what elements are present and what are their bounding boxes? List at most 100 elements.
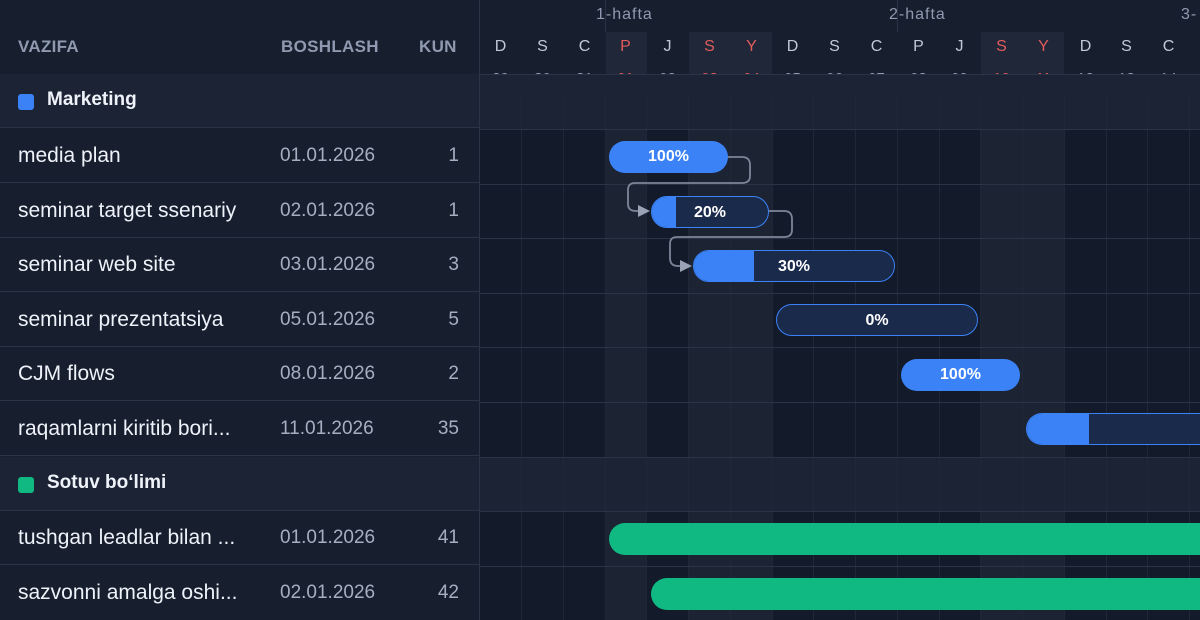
day-letter: S — [996, 38, 1007, 55]
bar-progress-label: 0% — [865, 312, 889, 329]
header-start[interactable]: BOSHLASH — [281, 37, 379, 56]
task-start: 11.01.2026 — [280, 418, 374, 439]
week-separator — [605, 0, 606, 32]
grid-vline — [980, 96, 981, 620]
task-days: 42 — [437, 582, 459, 603]
day-letter: P — [913, 38, 924, 55]
grid-hline — [480, 74, 1200, 75]
group-band — [480, 74, 1200, 129]
day-letter: D — [494, 38, 507, 55]
table-row[interactable]: media plan 01.01.2026 1 — [0, 129, 479, 183]
task-name: raqamlarni kiritib bori... — [18, 417, 231, 440]
group-name: Marketing — [47, 89, 137, 110]
grid-vline — [730, 96, 731, 620]
task-start: 03.01.2026 — [280, 254, 376, 275]
table-row[interactable]: sazvonni amalga oshi... 02.01.2026 42 — [0, 566, 479, 620]
task-start: 05.01.2026 — [280, 309, 376, 330]
group-color-square — [18, 94, 34, 110]
group-row-marketing[interactable]: Marketing — [0, 74, 479, 128]
task-bar[interactable]: 0% — [776, 304, 978, 336]
task-days: 1 — [448, 200, 459, 221]
grid-vline — [1064, 96, 1065, 620]
week-label: 2-hafta — [889, 6, 946, 23]
grid-hline — [480, 566, 1200, 567]
task-days: 35 — [437, 418, 459, 439]
task-name: sazvonni amalga oshi... — [18, 581, 238, 604]
grid-vline — [855, 96, 856, 620]
table-row[interactable]: raqamlarni kiritib bori... 11.01.2026 35 — [0, 402, 479, 456]
bar-progress-label: 100% — [648, 148, 689, 165]
grid-hline — [480, 238, 1200, 239]
table-row[interactable]: CJM flows 08.01.2026 2 — [0, 347, 479, 401]
table-row[interactable]: seminar target ssenariy 02.01.2026 1 — [0, 184, 479, 238]
task-days: 5 — [448, 309, 459, 330]
week-label: 3- — [1181, 6, 1198, 23]
task-name: media plan — [18, 144, 121, 167]
bar-progress-label: 30% — [777, 258, 811, 275]
day-letter: S — [829, 38, 840, 55]
task-days: 2 — [448, 363, 459, 384]
group-band — [480, 457, 1200, 511]
grid-vline — [1022, 96, 1023, 620]
group-name: Sotuv bo‘limi — [47, 472, 167, 493]
table-header: VAZIFA BOSHLASH KUN — [0, 0, 479, 75]
task-days: 3 — [448, 254, 459, 275]
table-row[interactable]: seminar prezentatsiya 05.01.2026 5 — [0, 293, 479, 347]
task-bar[interactable]: 30% — [693, 250, 895, 282]
grid-vline — [1147, 96, 1148, 620]
grid-hline — [480, 293, 1200, 294]
grid-hline — [480, 511, 1200, 512]
grid-hline — [480, 184, 1200, 185]
header-task[interactable]: VAZIFA — [18, 37, 79, 56]
day-letter: Y — [1038, 38, 1049, 55]
task-name: seminar web site — [18, 253, 176, 276]
grid-vline — [521, 96, 522, 620]
task-start: 08.01.2026 — [280, 363, 376, 384]
day-letter: C — [1162, 38, 1175, 55]
group-row-sotuv[interactable]: Sotuv bo‘limi — [0, 457, 479, 511]
day-letter: C — [870, 38, 883, 55]
grid-vline — [939, 96, 940, 620]
grid-hline — [480, 347, 1200, 348]
task-bar[interactable]: 100% — [901, 359, 1020, 391]
table-row[interactable]: tushgan leadlar bilan ... 01.01.2026 41 — [0, 511, 479, 565]
day-letter: S — [1121, 38, 1132, 55]
task-name: tushgan leadlar bilan ... — [18, 526, 236, 549]
task-bar[interactable] — [609, 523, 1200, 555]
grid-hline — [480, 129, 1200, 130]
grid-vline — [813, 96, 814, 620]
task-start: 01.01.2026 — [280, 145, 376, 166]
task-days: 1 — [448, 145, 459, 166]
day-letter: D — [1079, 38, 1092, 55]
progress-fill — [1027, 414, 1089, 444]
week-label: 1-hafta — [596, 6, 653, 23]
grid-vline — [897, 96, 898, 620]
table-row[interactable]: seminar web site 03.01.2026 3 — [0, 238, 479, 292]
task-bar[interactable] — [651, 578, 1200, 610]
task-name: seminar target ssenariy — [18, 199, 237, 222]
header-days[interactable]: KUN — [419, 37, 457, 56]
grid-vline — [563, 96, 564, 620]
day-letter: P — [620, 38, 631, 55]
grid-hline — [480, 457, 1200, 458]
bar-progress-label: 20% — [693, 204, 727, 221]
task-bar[interactable]: 20% — [651, 196, 769, 228]
grid-hline — [480, 402, 1200, 403]
gantt-timeline: 1-hafta 2-hafta 3- D29S30C31P01J02S03Y04… — [480, 0, 1200, 620]
progress-fill — [652, 197, 676, 227]
task-bar[interactable] — [1026, 413, 1200, 445]
task-days: 41 — [437, 527, 459, 548]
group-color-square — [18, 477, 34, 493]
day-letter: J — [955, 38, 964, 55]
grid-vline — [772, 96, 773, 620]
task-name: seminar prezentatsiya — [18, 308, 224, 331]
day-letter: D — [786, 38, 799, 55]
task-start: 01.01.2026 — [280, 527, 376, 548]
grid-vline — [688, 96, 689, 620]
task-start: 02.01.2026 — [280, 582, 376, 603]
grid-vline — [646, 96, 647, 620]
task-bar[interactable]: 100% — [609, 141, 728, 173]
grid-vline — [605, 96, 606, 620]
task-name: CJM flows — [18, 362, 115, 385]
grid-vline — [1106, 96, 1107, 620]
